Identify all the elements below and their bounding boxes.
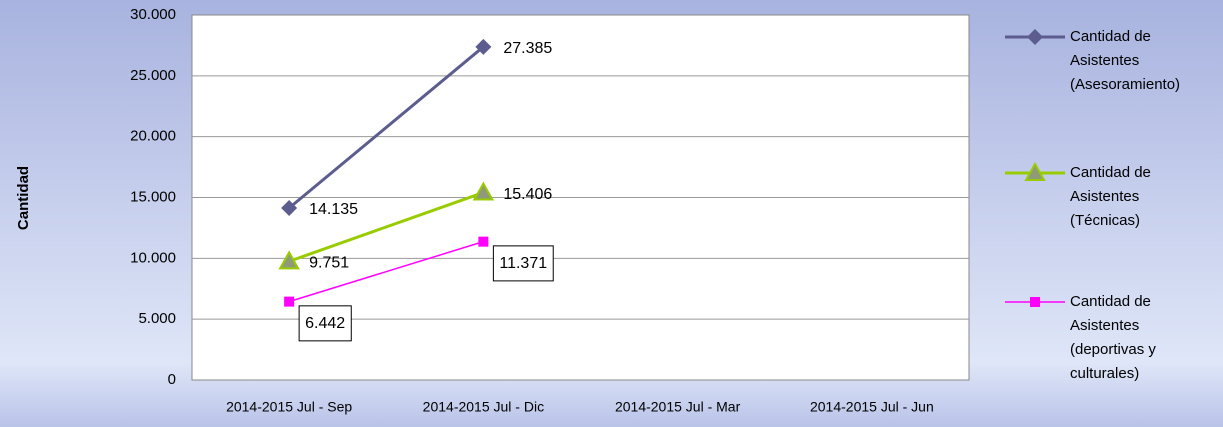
data-label-box (298, 305, 352, 342)
data-point (281, 200, 298, 217)
legend-label: Cantidad de Asistentes (Técnicas) (1070, 164, 1151, 229)
y-tick-label: 30.000 (130, 6, 176, 23)
data-label: 9.751 (309, 255, 349, 272)
x-tick-label: 2014-2015 Jul - Mar (615, 399, 741, 415)
data-point (478, 236, 489, 247)
legend-marker (1027, 29, 1043, 45)
y-tick-label: 10.000 (130, 249, 176, 266)
data-label-box (492, 245, 554, 282)
data-label: 11.371 (499, 255, 547, 272)
y-tick-label: 5.000 (138, 310, 176, 327)
y-tick-label: 15.000 (130, 188, 176, 205)
data-point (278, 250, 300, 270)
legend-label: Cantidad de Asistentes (Asesoramiento) (1070, 28, 1181, 93)
legend-label: Cantidad de Asistentes (deportivas y cul… (1070, 293, 1156, 382)
y-axis-label: Cantidad (15, 166, 32, 230)
x-tick-label: 2014-2015 Jul - Jun (810, 399, 934, 415)
series-line (288, 240, 484, 303)
legend-marker (1030, 297, 1040, 307)
data-label: 27.385 (503, 40, 552, 57)
x-tick-label: 2014-2015 Jul - Dic (423, 399, 544, 415)
y-tick-label: 0 (168, 371, 176, 388)
y-tick-label: 20.000 (130, 128, 176, 145)
data-label: 14.135 (309, 201, 358, 218)
series-line (288, 191, 484, 263)
y-tick-label: 25.000 (130, 67, 176, 84)
data-label: 15.406 (503, 186, 552, 203)
series-line (288, 45, 485, 210)
data-point (284, 296, 295, 307)
legend-marker (1024, 161, 1046, 181)
data-point (475, 38, 492, 55)
data-point (472, 181, 495, 201)
x-tick-label: 2014-2015 Jul - Sep (226, 399, 352, 415)
data-label: 6.442 (305, 315, 345, 332)
